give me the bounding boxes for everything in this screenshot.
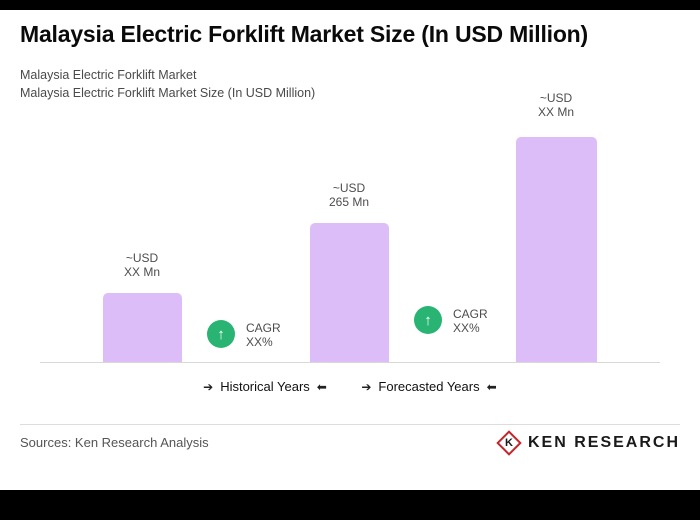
bar-value-line1: ~USD xyxy=(539,91,573,105)
bottom-black-band xyxy=(0,490,700,520)
cagr-label: CAGR xyxy=(453,307,488,321)
bar-value-line1: ~USD xyxy=(125,251,159,265)
page-title: Malaysia Electric Forklift Market Size (… xyxy=(20,21,588,47)
bar-historical xyxy=(103,293,182,363)
cagr-annotation-historical: CAGR XX% xyxy=(246,321,281,349)
arrow-right-icon: ➔ xyxy=(203,379,214,394)
period-label-historical: ➔ Historical Years ⬅ xyxy=(180,379,350,394)
period-label-text: Historical Years xyxy=(220,379,310,394)
logo-diamond-icon: K xyxy=(496,430,522,456)
bar-value-line2: XX Mn xyxy=(537,105,574,119)
logo-wordmark: KEN RESEARCH xyxy=(527,434,680,451)
up-arrow-icon: ↑ xyxy=(217,325,225,343)
bar-value-label-forecast: ~USD XX Mn xyxy=(496,91,616,119)
arrow-right-icon: ➔ xyxy=(361,379,372,394)
bar-value-label-historical: ~USD XX Mn xyxy=(82,251,202,279)
x-axis-baseline xyxy=(40,362,660,363)
bar-value-line2: 265 Mn xyxy=(328,195,370,209)
arrow-left-icon: ⬅ xyxy=(316,379,327,394)
arrow-left-icon: ⬅ xyxy=(486,379,497,394)
ken-research-logo: K KEN RESEARCH xyxy=(496,430,680,456)
period-label-text: Forecasted Years xyxy=(378,379,480,394)
subtitle-market: Malaysia Electric Forklift Market xyxy=(20,68,197,82)
cagr-label: CAGR xyxy=(246,321,281,335)
logo-letter: K xyxy=(505,437,513,449)
cagr-annotation-forecast: CAGR XX% xyxy=(453,307,488,335)
bar-value-line1: ~USD xyxy=(332,181,366,195)
top-black-band xyxy=(0,0,700,10)
bar-value-line2: XX Mn xyxy=(123,265,160,279)
sources-text: Sources: Ken Research Analysis xyxy=(20,435,209,450)
subtitle-market-size: Malaysia Electric Forklift Market Size (… xyxy=(20,86,316,100)
cagr-badge-historical: ↑ xyxy=(207,320,235,348)
up-arrow-icon: ↑ xyxy=(424,311,432,329)
cagr-value: XX% xyxy=(246,335,273,349)
cagr-badge-forecast: ↑ xyxy=(414,306,442,334)
bar-base-year xyxy=(310,223,389,363)
bar-value-label-base: ~USD 265 Mn xyxy=(289,181,409,209)
period-label-forecast: ➔ Forecasted Years ⬅ xyxy=(344,379,514,394)
bar-forecast xyxy=(516,137,597,363)
footer-divider xyxy=(20,424,680,425)
cagr-value: XX% xyxy=(453,321,480,335)
